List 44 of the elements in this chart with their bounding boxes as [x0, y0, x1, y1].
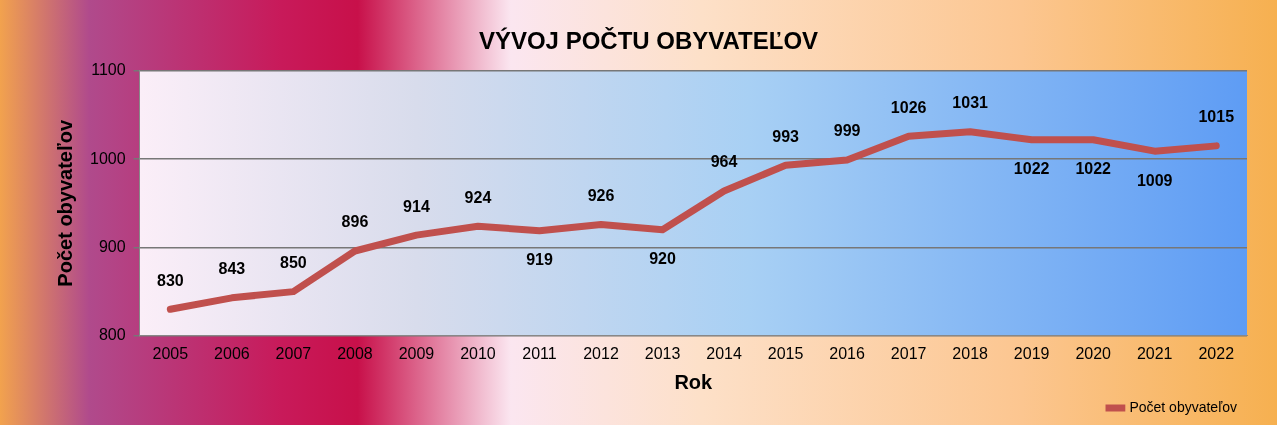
y-tick-label: 900	[98, 237, 126, 255]
data-label: 1022	[1075, 160, 1112, 178]
data-label: 993	[772, 127, 800, 145]
x-tick-label: 2021	[1136, 344, 1173, 362]
legend-label: Počet obyvateľov	[1129, 398, 1237, 415]
data-label: 1026	[890, 98, 927, 116]
data-label: 1022	[1013, 160, 1050, 178]
x-tick-label: 2006	[214, 344, 250, 362]
x-tick-label: 2009	[398, 344, 435, 362]
x-tick-label: 2007	[275, 344, 312, 362]
data-label: 926	[587, 186, 615, 204]
y-tick-label: 1000	[90, 149, 126, 167]
data-label: 843	[218, 260, 246, 278]
x-tick-label: 2017	[890, 344, 927, 362]
x-tick-label: 2005	[152, 344, 189, 362]
x-tick-label: 2020	[1075, 344, 1112, 362]
data-label: 919	[526, 251, 553, 269]
data-label: 920	[649, 250, 676, 268]
x-tick-label: 2011	[522, 344, 557, 362]
x-tick-label: 2019	[1013, 344, 1050, 362]
x-tick-label: 2010	[460, 344, 496, 362]
x-tick-label: 2014	[706, 344, 742, 362]
data-label: 924	[464, 188, 492, 206]
y-tick-label: 1100	[91, 61, 126, 79]
x-tick-label: 2022	[1198, 344, 1235, 362]
chart-title: VÝVOJ POČTU OBYVATEĽOV	[478, 27, 819, 55]
data-label: 830	[157, 271, 184, 289]
x-tick-label: 2012	[583, 344, 619, 362]
data-label: 850	[280, 254, 307, 272]
data-label: 1031	[952, 94, 989, 112]
data-label: 1015	[1198, 108, 1235, 126]
x-tick-label: 2015	[767, 344, 804, 362]
y-axis-title: Počet obyvateľov	[53, 119, 76, 287]
x-tick-label: 2013	[644, 344, 681, 362]
data-label: 1009	[1136, 171, 1173, 189]
x-tick-label: 2018	[952, 344, 989, 362]
x-tick-label: 2008	[337, 344, 373, 362]
data-label: 914	[403, 197, 430, 215]
data-label: 964	[710, 153, 738, 171]
x-tick-label: 2016	[829, 344, 865, 362]
x-axis-title: Rok	[674, 370, 714, 393]
y-tick-label: 800	[98, 326, 126, 344]
data-label: 896	[341, 213, 369, 231]
data-label: 999	[833, 122, 861, 140]
